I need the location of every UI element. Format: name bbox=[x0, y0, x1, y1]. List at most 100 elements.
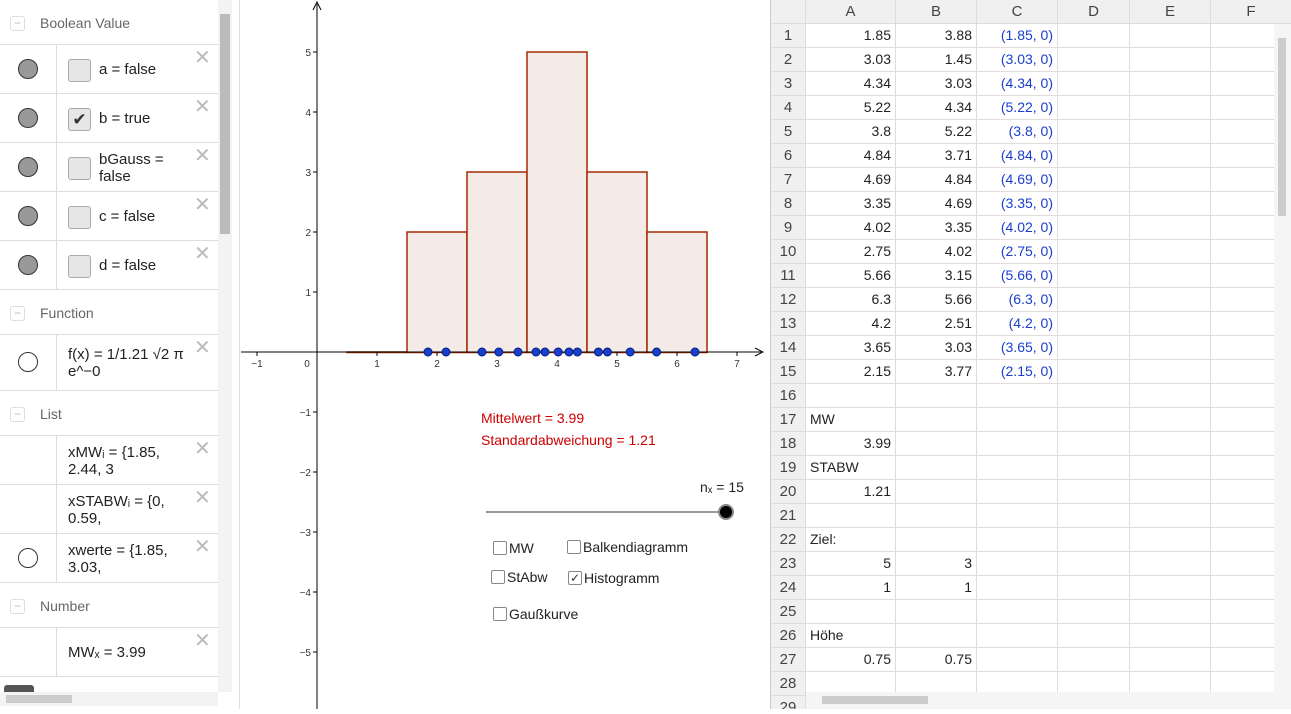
spreadsheet-hscrollbar[interactable] bbox=[806, 692, 1291, 709]
cell-F18[interactable] bbox=[1211, 432, 1291, 456]
cell-A2[interactable]: 3.03 bbox=[806, 48, 896, 72]
algebra-item-text[interactable]: xMWᵢ = {1.85, 2.44, 3 bbox=[68, 443, 160, 478]
cell-A19[interactable]: STABW bbox=[806, 456, 896, 480]
column-header[interactable]: E bbox=[1130, 0, 1211, 24]
cell-A8[interactable]: 3.35 bbox=[806, 192, 896, 216]
cell-D23[interactable] bbox=[1058, 552, 1130, 576]
data-point[interactable] bbox=[477, 347, 487, 357]
cell-E2[interactable] bbox=[1130, 48, 1211, 72]
cell-F11[interactable] bbox=[1211, 264, 1291, 288]
row-header[interactable]: 14 bbox=[771, 336, 806, 360]
cell-E13[interactable] bbox=[1130, 312, 1211, 336]
data-point[interactable] bbox=[572, 347, 582, 357]
cell-A11[interactable]: 5.66 bbox=[806, 264, 896, 288]
data-point[interactable] bbox=[423, 347, 433, 357]
row-header[interactable]: 29 bbox=[771, 696, 806, 709]
row-header[interactable]: 28 bbox=[771, 672, 806, 696]
cell-A3[interactable]: 4.34 bbox=[806, 72, 896, 96]
algebra-item-text[interactable]: xSTABWᵢ = {0, 0.59, bbox=[68, 492, 165, 527]
cell-A10[interactable]: 2.75 bbox=[806, 240, 896, 264]
cell-F1[interactable] bbox=[1211, 24, 1291, 48]
visibility-dot-icon[interactable] bbox=[18, 156, 38, 177]
cell-F20[interactable] bbox=[1211, 480, 1291, 504]
cell-C24[interactable] bbox=[977, 576, 1058, 600]
cell-A24[interactable]: 1 bbox=[806, 576, 896, 600]
cell-A16[interactable] bbox=[806, 384, 896, 408]
cell-F5[interactable] bbox=[1211, 120, 1291, 144]
cell-F4[interactable] bbox=[1211, 96, 1291, 120]
cell-D17[interactable] bbox=[1058, 408, 1130, 432]
column-header[interactable]: C bbox=[977, 0, 1058, 24]
cell-D26[interactable] bbox=[1058, 624, 1130, 648]
cell-C3[interactable]: (4.34, 0) bbox=[977, 72, 1058, 96]
row-header[interactable]: 25 bbox=[771, 600, 806, 624]
row-header[interactable]: 8 bbox=[771, 192, 806, 216]
cell-D18[interactable] bbox=[1058, 432, 1130, 456]
collapse-icon[interactable]: − bbox=[10, 16, 25, 31]
cell-E20[interactable] bbox=[1130, 480, 1211, 504]
cell-B2[interactable]: 1.45 bbox=[896, 48, 977, 72]
cell-D11[interactable] bbox=[1058, 264, 1130, 288]
row-header[interactable]: 2 bbox=[771, 48, 806, 72]
algebra-item[interactable]: bGauss = false ✕ bbox=[0, 143, 218, 192]
cell-C4[interactable]: (5.22, 0) bbox=[977, 96, 1058, 120]
cell-E3[interactable] bbox=[1130, 72, 1211, 96]
row-header[interactable]: 15 bbox=[771, 360, 806, 384]
row-header[interactable]: 23 bbox=[771, 552, 806, 576]
delete-icon[interactable]: ✕ bbox=[194, 47, 211, 69]
row-header[interactable]: 11 bbox=[771, 264, 806, 288]
section-header[interactable]: − Number bbox=[0, 583, 218, 628]
algebra-hscrollbar[interactable] bbox=[0, 692, 218, 706]
cell-B16[interactable] bbox=[896, 384, 977, 408]
row-header[interactable]: 7 bbox=[771, 168, 806, 192]
cell-E22[interactable] bbox=[1130, 528, 1211, 552]
row-header[interactable]: 12 bbox=[771, 288, 806, 312]
visibility-dot-icon[interactable] bbox=[18, 107, 38, 128]
row-header[interactable]: 5 bbox=[771, 120, 806, 144]
algebra-item-text[interactable]: xwerte = {1.85, 3.03, bbox=[68, 541, 168, 576]
cell-A20[interactable]: 1.21 bbox=[806, 480, 896, 504]
cell-C21[interactable] bbox=[977, 504, 1058, 528]
cell-C1[interactable]: (1.85, 0) bbox=[977, 24, 1058, 48]
delete-icon[interactable]: ✕ bbox=[194, 243, 211, 265]
data-point[interactable] bbox=[494, 347, 504, 357]
cell-C27[interactable] bbox=[977, 648, 1058, 672]
data-point[interactable] bbox=[531, 347, 541, 357]
cell-B15[interactable]: 3.77 bbox=[896, 360, 977, 384]
visibility-dot-icon[interactable] bbox=[18, 205, 38, 226]
row-header[interactable]: 22 bbox=[771, 528, 806, 552]
cell-B18[interactable] bbox=[896, 432, 977, 456]
algebra-item[interactable]: a = false ✕ bbox=[0, 45, 218, 94]
cell-D14[interactable] bbox=[1058, 336, 1130, 360]
row-header[interactable]: 19 bbox=[771, 456, 806, 480]
cell-E15[interactable] bbox=[1130, 360, 1211, 384]
data-point[interactable] bbox=[441, 347, 451, 357]
data-point[interactable] bbox=[564, 347, 574, 357]
cell-E25[interactable] bbox=[1130, 600, 1211, 624]
visibility-toggle[interactable] bbox=[0, 335, 57, 390]
cell-A25[interactable] bbox=[806, 600, 896, 624]
cell-E5[interactable] bbox=[1130, 120, 1211, 144]
cell-C25[interactable] bbox=[977, 600, 1058, 624]
cell-B17[interactable] bbox=[896, 408, 977, 432]
slider-handle[interactable] bbox=[718, 504, 734, 520]
row-header[interactable]: 16 bbox=[771, 384, 806, 408]
data-point[interactable] bbox=[553, 347, 563, 357]
cell-A1[interactable]: 1.85 bbox=[806, 24, 896, 48]
section-header[interactable]: − Boolean Value bbox=[0, 0, 218, 45]
cell-B20[interactable] bbox=[896, 480, 977, 504]
row-header[interactable]: 24 bbox=[771, 576, 806, 600]
cell-C15[interactable]: (2.15, 0) bbox=[977, 360, 1058, 384]
row-header[interactable]: 26 bbox=[771, 624, 806, 648]
checkbox-mw[interactable] bbox=[493, 541, 507, 555]
row-header[interactable]: 1 bbox=[771, 24, 806, 48]
cell-B6[interactable]: 3.71 bbox=[896, 144, 977, 168]
cell-B3[interactable]: 3.03 bbox=[896, 72, 977, 96]
checkbox-stabw[interactable] bbox=[491, 570, 505, 584]
cell-A26[interactable]: Höhe bbox=[806, 624, 896, 648]
algebra-item[interactable]: MWₓ = 3.99 ✕ bbox=[0, 628, 218, 677]
cell-A9[interactable]: 4.02 bbox=[806, 216, 896, 240]
row-header[interactable]: 27 bbox=[771, 648, 806, 672]
row-header[interactable]: 13 bbox=[771, 312, 806, 336]
cell-B19[interactable] bbox=[896, 456, 977, 480]
